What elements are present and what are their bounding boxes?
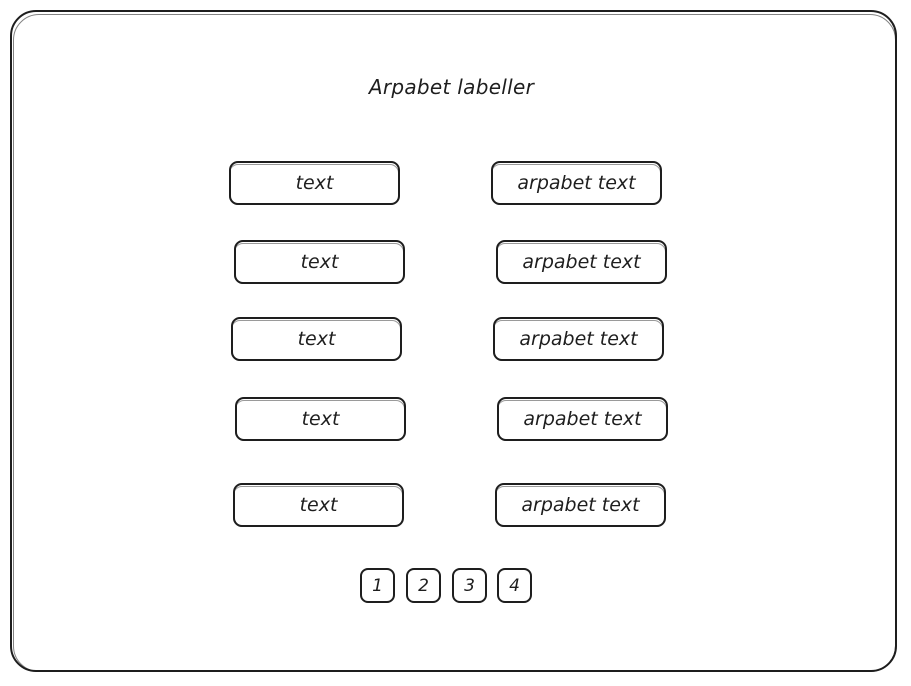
- text-field-1[interactable]: text: [229, 161, 400, 205]
- page-button-4[interactable]: 4: [497, 568, 532, 603]
- text-field-5[interactable]: text: [233, 483, 404, 527]
- arpabet-field-5[interactable]: arpabet text: [495, 483, 666, 527]
- text-field-3[interactable]: text: [231, 317, 402, 361]
- text-field-4[interactable]: text: [235, 397, 406, 441]
- page-button-3[interactable]: 3: [452, 568, 487, 603]
- arpabet-field-4[interactable]: arpabet text: [497, 397, 668, 441]
- arpabet-field-3[interactable]: arpabet text: [493, 317, 664, 361]
- arpabet-field-2[interactable]: arpabet text: [496, 240, 667, 284]
- text-field-2[interactable]: text: [234, 240, 405, 284]
- app-frame: Arpabet labeller text arpabet text text …: [10, 10, 897, 672]
- page-title: Arpabet labeller: [368, 75, 535, 99]
- page-button-1[interactable]: 1: [360, 568, 395, 603]
- page-button-2[interactable]: 2: [406, 568, 441, 603]
- arpabet-field-1[interactable]: arpabet text: [491, 161, 662, 205]
